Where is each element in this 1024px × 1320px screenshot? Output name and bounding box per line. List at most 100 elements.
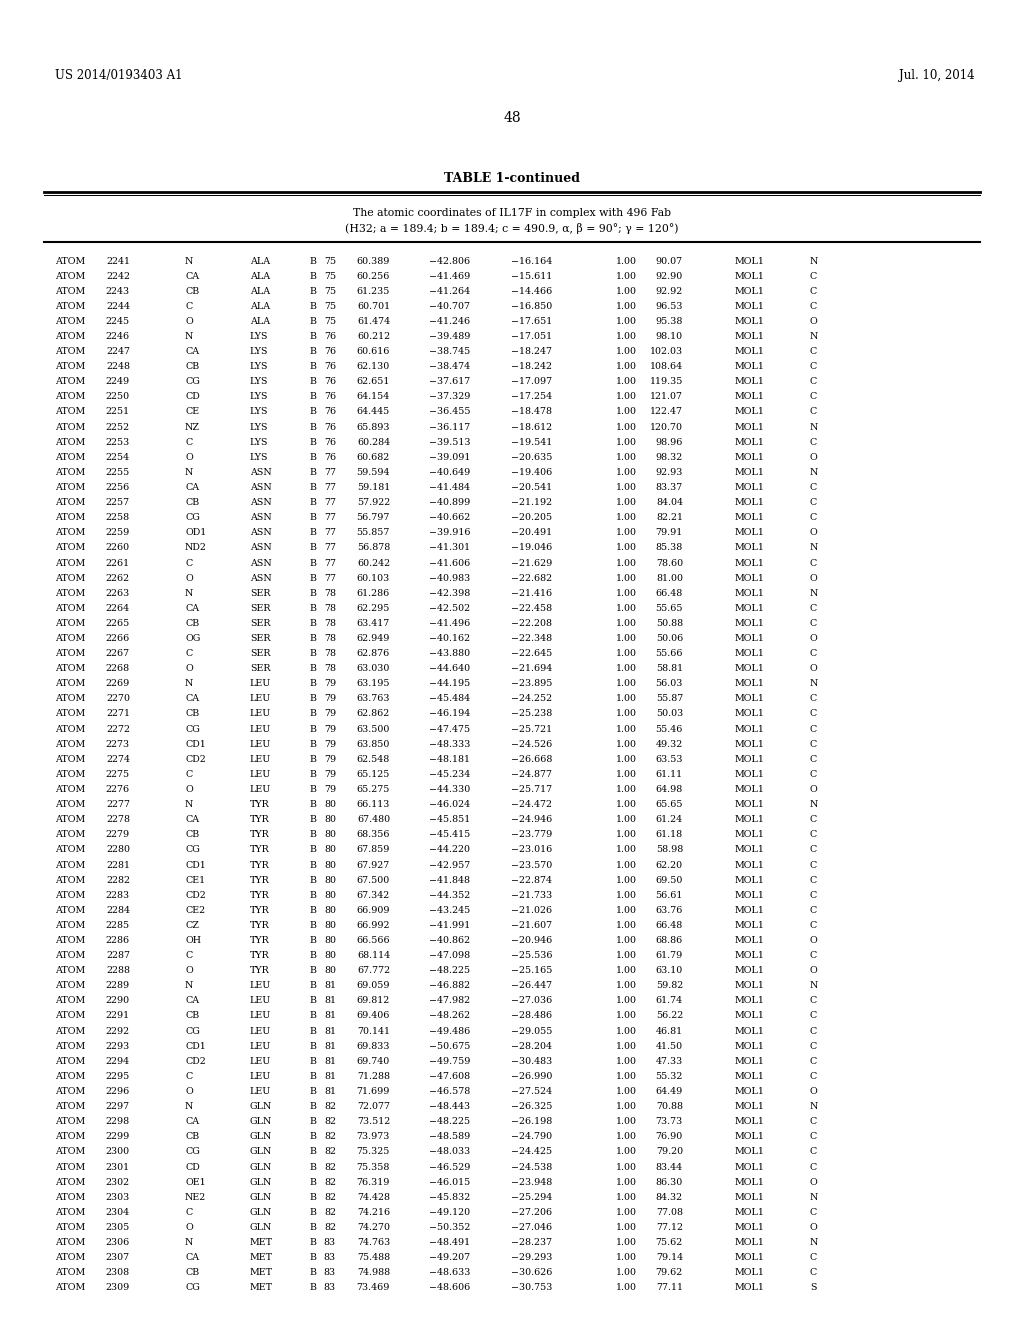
Text: 75.325: 75.325 [356,1147,390,1156]
Text: 77.08: 77.08 [656,1208,683,1217]
Text: N: N [185,1102,194,1111]
Text: 2303: 2303 [105,1193,130,1201]
Text: S: S [810,1283,816,1292]
Text: 82: 82 [324,1147,336,1156]
Text: MET: MET [250,1238,273,1247]
Text: B: B [310,392,317,401]
Text: ATOM: ATOM [55,378,85,387]
Text: B: B [310,906,317,915]
Text: 2299: 2299 [105,1133,130,1142]
Text: −29.055: −29.055 [511,1027,552,1036]
Text: GLN: GLN [250,1222,272,1232]
Text: −49.120: −49.120 [429,1208,470,1217]
Text: 82: 82 [324,1177,336,1187]
Text: −21.607: −21.607 [511,921,552,929]
Text: 1.00: 1.00 [616,785,637,795]
Text: O: O [810,966,818,975]
Text: 60.256: 60.256 [356,272,390,281]
Text: B: B [310,1086,317,1096]
Text: B: B [310,785,317,795]
Text: 69.740: 69.740 [356,1057,390,1065]
Text: ATOM: ATOM [55,816,85,824]
Text: 78: 78 [324,649,336,659]
Text: 60.284: 60.284 [357,438,390,446]
Text: MOL1: MOL1 [735,966,765,975]
Text: 1.00: 1.00 [616,333,637,341]
Text: CE2: CE2 [185,906,205,915]
Text: ATOM: ATOM [55,1041,85,1051]
Text: B: B [310,800,317,809]
Text: −25.238: −25.238 [511,710,552,718]
Text: C: C [185,649,193,659]
Text: B: B [310,1269,317,1278]
Text: ASN: ASN [250,558,271,568]
Text: −44.352: −44.352 [429,891,470,900]
Text: ATOM: ATOM [55,936,85,945]
Text: 79.20: 79.20 [656,1147,683,1156]
Text: MOL1: MOL1 [735,634,765,643]
Text: N: N [810,1238,818,1247]
Text: 79: 79 [324,725,336,734]
Text: 92.92: 92.92 [655,286,683,296]
Text: ALA: ALA [250,302,270,310]
Text: 1.00: 1.00 [616,1163,637,1172]
Text: 77: 77 [324,528,336,537]
Text: ALA: ALA [250,286,270,296]
Text: −40.862: −40.862 [429,936,470,945]
Text: CB: CB [185,286,200,296]
Text: 1.00: 1.00 [616,272,637,281]
Text: OG: OG [185,634,201,643]
Text: −17.651: −17.651 [511,317,552,326]
Text: 80: 80 [324,875,336,884]
Text: LYS: LYS [250,408,268,417]
Text: −24.877: −24.877 [511,770,552,779]
Text: TYR: TYR [250,861,269,870]
Text: −24.790: −24.790 [511,1133,552,1142]
Text: OD1: OD1 [185,528,206,537]
Text: −48.333: −48.333 [429,739,470,748]
Text: 56.878: 56.878 [356,544,390,552]
Text: 78: 78 [324,603,336,612]
Text: 1.00: 1.00 [616,981,637,990]
Text: 60.616: 60.616 [356,347,390,356]
Text: 62.130: 62.130 [356,362,390,371]
Text: 64.98: 64.98 [655,785,683,795]
Text: CE: CE [185,408,199,417]
Text: −23.948: −23.948 [511,1177,552,1187]
Text: 62.651: 62.651 [356,378,390,387]
Text: ATOM: ATOM [55,1086,85,1096]
Text: 2302: 2302 [105,1177,130,1187]
Text: N: N [810,981,818,990]
Text: CA: CA [185,1117,199,1126]
Text: 65.275: 65.275 [356,785,390,795]
Text: MOL1: MOL1 [735,558,765,568]
Text: O: O [810,1086,818,1096]
Text: C: C [810,816,817,824]
Text: Jul. 10, 2014: Jul. 10, 2014 [899,69,975,82]
Text: N: N [810,467,818,477]
Text: 75: 75 [324,256,336,265]
Text: N: N [810,256,818,265]
Text: B: B [310,1027,317,1036]
Text: B: B [310,603,317,612]
Text: −46.578: −46.578 [429,1086,470,1096]
Text: 56.22: 56.22 [655,1011,683,1020]
Text: 81: 81 [324,1041,336,1051]
Text: ASN: ASN [250,574,271,582]
Text: ATOM: ATOM [55,483,85,492]
Text: 2288: 2288 [106,966,130,975]
Text: 75.488: 75.488 [357,1253,390,1262]
Text: MOL1: MOL1 [735,302,765,310]
Text: 77: 77 [324,544,336,552]
Text: B: B [310,1117,317,1126]
Text: ATOM: ATOM [55,966,85,975]
Text: B: B [310,1238,317,1247]
Text: −15.611: −15.611 [511,272,552,281]
Text: −20.946: −20.946 [511,936,552,945]
Text: ATOM: ATOM [55,589,85,598]
Text: 62.876: 62.876 [356,649,390,659]
Text: 90.07: 90.07 [656,256,683,265]
Text: 63.850: 63.850 [356,739,390,748]
Text: C: C [810,725,817,734]
Text: 2304: 2304 [105,1208,130,1217]
